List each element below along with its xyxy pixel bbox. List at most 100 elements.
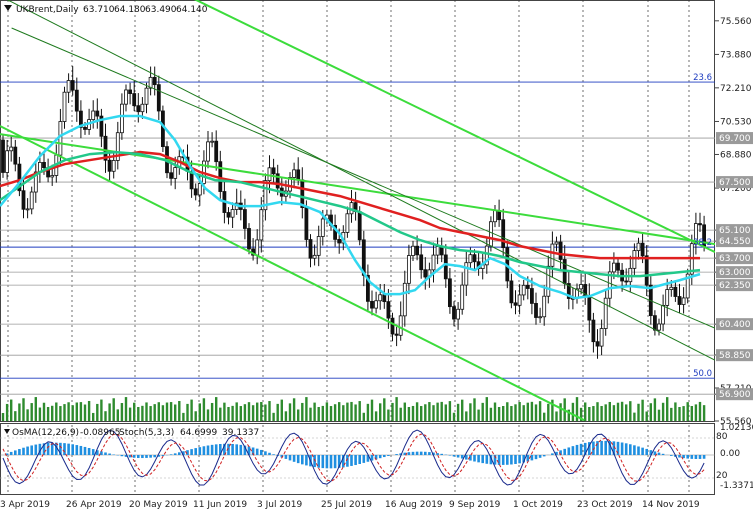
volume-bar xyxy=(666,397,668,421)
osma-bar xyxy=(92,449,95,455)
volume-bar xyxy=(375,411,377,421)
osma-bar xyxy=(285,455,288,459)
oscillator-tick-label: 20 xyxy=(716,471,728,481)
volume-bar xyxy=(264,404,266,421)
volume-bar xyxy=(699,402,701,421)
volume-bar xyxy=(547,404,549,421)
candle-body xyxy=(473,255,476,262)
candle-body xyxy=(465,263,468,285)
volume-bar xyxy=(383,398,385,421)
stoch-value-main: 64.6999 xyxy=(180,428,217,438)
candle-body xyxy=(461,285,464,309)
candle-body xyxy=(412,246,415,255)
volume-bar xyxy=(703,405,705,421)
x-tick-label: 23 Oct 2019 xyxy=(577,500,633,510)
osma-bar xyxy=(256,449,259,455)
osma-bar xyxy=(47,443,50,455)
candle-body xyxy=(457,309,460,319)
osma-bar xyxy=(235,444,238,455)
volume-bar xyxy=(469,403,471,421)
volume-bar xyxy=(236,402,238,421)
volume-bar xyxy=(662,403,664,421)
osma-bar xyxy=(510,455,513,464)
volume-bar xyxy=(63,404,65,421)
volume-bar xyxy=(408,407,410,421)
osma-bar xyxy=(22,448,25,455)
volume-bar xyxy=(117,409,119,421)
volume-bar xyxy=(272,413,274,421)
osma-bar xyxy=(703,455,706,459)
osma-bar xyxy=(379,455,382,458)
volume-bar xyxy=(678,407,680,421)
volume-bar xyxy=(26,409,28,421)
osma-bar xyxy=(80,446,83,455)
volume-bar xyxy=(133,403,135,421)
candle-body xyxy=(518,295,521,305)
osma-bar xyxy=(629,444,632,455)
osma-bar xyxy=(322,455,325,468)
volume-bar xyxy=(658,410,660,421)
osma-bar xyxy=(449,455,452,456)
osma-bar xyxy=(645,449,648,455)
osma-bar xyxy=(141,455,144,458)
candle-body xyxy=(510,281,513,303)
volume-bar xyxy=(498,407,500,421)
osma-bar xyxy=(498,455,501,465)
candle-body xyxy=(637,243,640,250)
candle-body xyxy=(293,170,296,178)
volume-bar xyxy=(354,404,356,421)
volume-bar xyxy=(609,402,611,421)
candle-body xyxy=(161,111,164,147)
osma-bar xyxy=(481,455,484,463)
volume-bar xyxy=(510,406,512,421)
volume-bar xyxy=(559,403,561,421)
volume-bar xyxy=(76,402,78,421)
volume-bar xyxy=(539,401,541,421)
volume-bar xyxy=(572,403,574,421)
volume-bar xyxy=(449,401,451,421)
volume-bar xyxy=(186,404,188,421)
candle-body xyxy=(10,147,13,151)
osma-bar xyxy=(551,453,554,455)
candle-body xyxy=(551,244,554,266)
volume-bar xyxy=(391,403,393,421)
osma-bar xyxy=(625,443,628,455)
osma-bar xyxy=(231,444,234,455)
volume-bar xyxy=(326,402,328,421)
osma-value: -0.08965 xyxy=(80,428,120,438)
volume-bar xyxy=(412,406,414,421)
candle-body xyxy=(358,212,361,240)
volume-bar xyxy=(535,404,537,421)
volume-bar xyxy=(125,397,127,421)
candle-body xyxy=(514,303,517,305)
osma-bar xyxy=(14,450,17,455)
price-tag-label: 63.000 xyxy=(719,268,751,278)
candle-body xyxy=(133,94,136,106)
candle-body xyxy=(75,90,78,111)
volume-bar xyxy=(346,403,348,421)
volume-bar xyxy=(141,406,143,421)
volume-bar xyxy=(494,403,496,421)
osma-bar xyxy=(457,455,460,458)
volume-bar xyxy=(149,406,151,421)
candle-body xyxy=(645,256,648,285)
candle-body xyxy=(424,270,427,277)
header-low: 63.490 xyxy=(145,5,177,15)
candle-body xyxy=(71,81,74,91)
volume-bar xyxy=(72,405,74,421)
volume-bar xyxy=(674,402,676,421)
osma-bar xyxy=(326,455,329,468)
candle-body xyxy=(375,301,378,308)
volume-bar xyxy=(51,406,53,421)
candle-body xyxy=(313,255,316,258)
osma-bar xyxy=(527,455,530,462)
osma-bar xyxy=(424,452,427,455)
candle-body xyxy=(653,316,656,330)
price-tags: 69.70067.50065.10064.55063.70063.00062.3… xyxy=(716,132,753,400)
volume-bar xyxy=(633,413,635,421)
volume-bar xyxy=(682,406,684,421)
volume-bar xyxy=(84,405,86,421)
osma-bar xyxy=(18,449,21,455)
candle-body xyxy=(670,287,673,289)
volume-bar xyxy=(342,405,344,421)
